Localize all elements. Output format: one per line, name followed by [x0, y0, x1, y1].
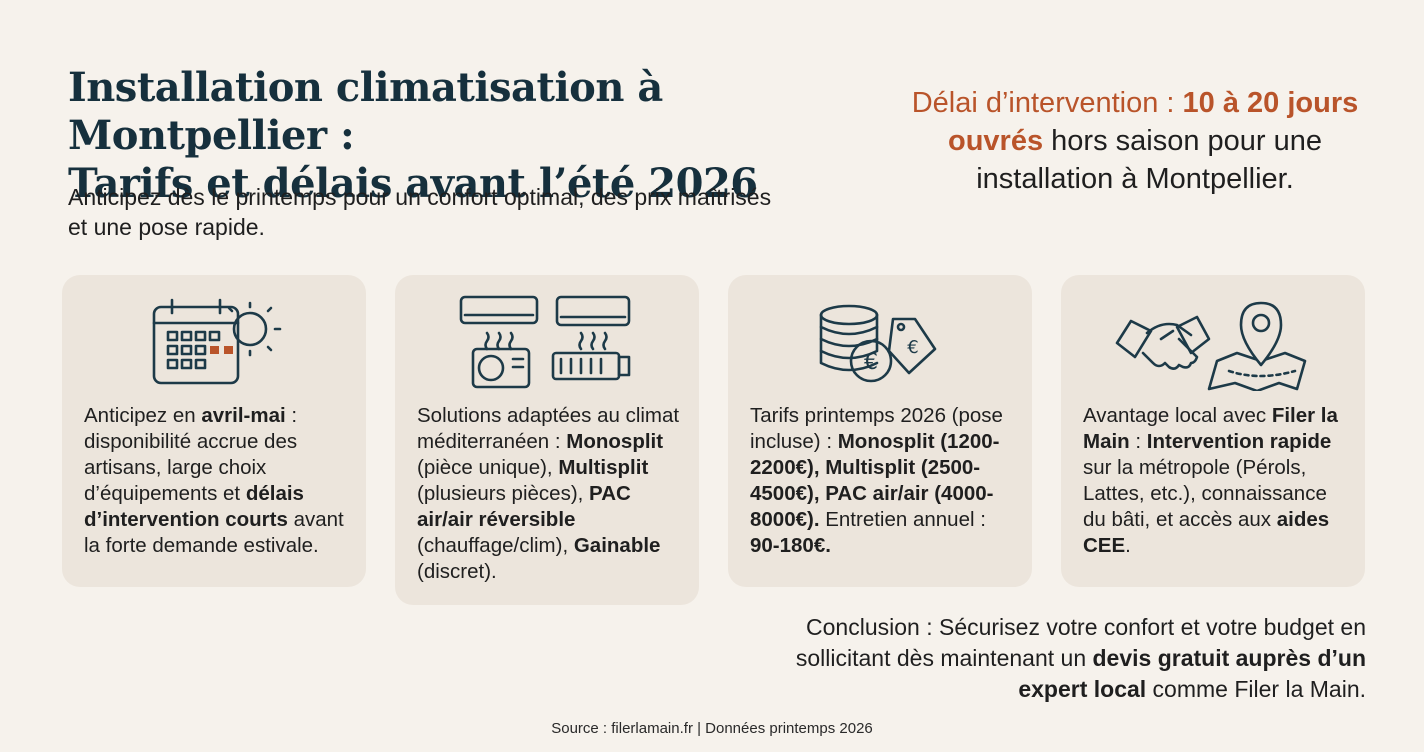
delay-highlight: 10 à 20 jours ouvrés — [947, 87, 1359, 157]
coins-price-tag-icon: € € — [728, 295, 1032, 395]
page-subtitle: Anticipez dès le printemps pour un confo… — [68, 184, 772, 240]
calendar-sun-icon — [62, 295, 366, 395]
source-note: Source : filerlamain.fr | Données printe… — [551, 720, 873, 737]
svg-text:€: € — [864, 350, 878, 375]
card-solutions-text: Solutions adaptées au climat méditerrané… — [417, 404, 680, 583]
delay-prefix: Délai d’intervention : — [911, 87, 1183, 119]
conclusion-text: Conclusion : Sécurisez votre confort et … — [795, 614, 1366, 702]
handshake-map-pin-icon — [1061, 295, 1365, 395]
card-timing-text: Anticipez en avril-mai : disponibilité a… — [84, 404, 344, 557]
card-local-text: Avantage local avec Filer la Main : Inte… — [1083, 404, 1338, 557]
card-pricing: € € Tarifs printemps 2026 (pose incluse)… — [728, 275, 1032, 587]
title-line-2: Tarifs et délais avant l’été 2026 — [68, 160, 758, 207]
svg-text:€: € — [907, 337, 918, 358]
card-timing: Anticipez en avril-mai : disponibilité a… — [62, 275, 366, 587]
page-title: Installation climatisation à Montpellier… — [68, 64, 928, 208]
card-local-advantage: Avantage local avec Filer la Main : Inte… — [1061, 275, 1365, 587]
air-conditioner-units-icon — [395, 295, 699, 395]
card-pricing-text: Tarifs printemps 2026 (pose incluse) : M… — [750, 404, 1003, 557]
title-line-1: Installation climatisation à Montpellier… — [68, 64, 663, 159]
delay-suffix: hors saison pour une installation à Mont… — [976, 125, 1322, 195]
card-solutions: Solutions adaptées au climat méditerrané… — [395, 275, 699, 605]
delay-callout: Délai d’intervention : 10 à 20 jours ouv… — [900, 84, 1370, 198]
